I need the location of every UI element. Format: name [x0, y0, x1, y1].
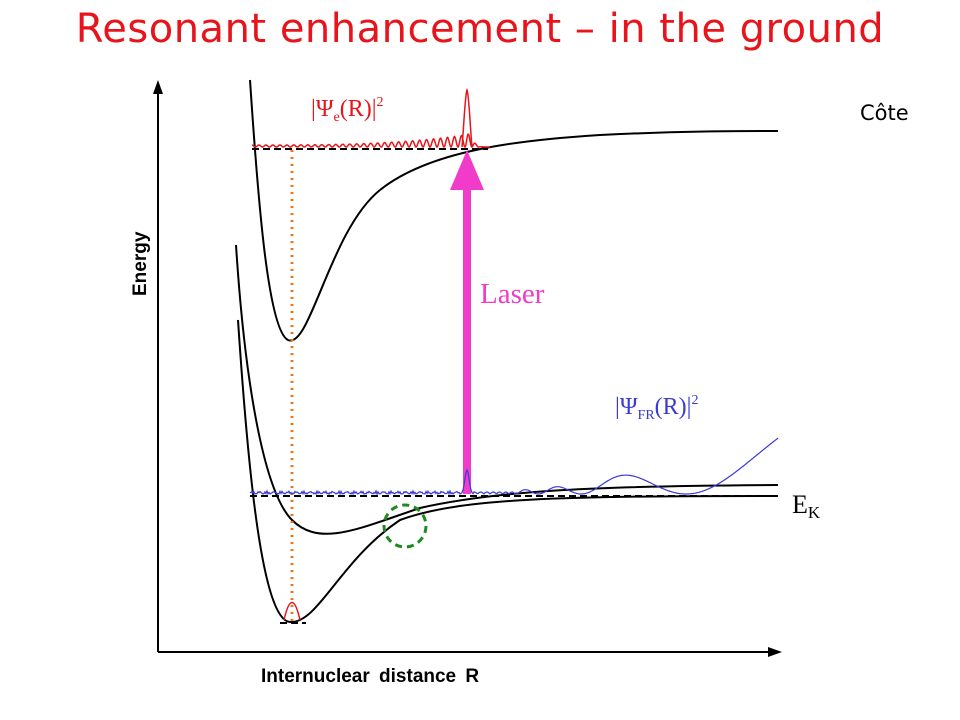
laser-label: Laser: [480, 278, 545, 310]
laser-arrow: [450, 150, 484, 494]
energy-levels: [250, 148, 778, 624]
excited-state-curve: [249, 79, 779, 342]
ground-state-curve-lower: [237, 319, 779, 624]
axes: [153, 80, 782, 657]
highlight-circle: [382, 503, 428, 549]
slide-title: Resonant enhancement – in the ground: [75, 6, 885, 52]
y-axis-label: Energy: [130, 231, 151, 296]
x-axis-label: Internuclear distance R: [261, 666, 479, 687]
psi-e-label: |Ψe(R)|2: [311, 95, 384, 125]
psi-fr-label: |ΨFR(R)|2: [615, 393, 698, 423]
corner-label: Côte: [860, 101, 909, 125]
bound-wavefunction-peak: [283, 601, 301, 621]
y-axis-arrow: [153, 80, 163, 94]
laser-arrow-head: [450, 150, 484, 190]
psi-e-wavefunction: [251, 87, 490, 149]
ground-state-curve-upper: [235, 244, 779, 535]
x-axis-arrow: [768, 647, 782, 657]
psi-fr-wavefunction: [249, 437, 779, 496]
ek-label: EK: [792, 490, 821, 522]
potential-curves: [235, 79, 779, 624]
